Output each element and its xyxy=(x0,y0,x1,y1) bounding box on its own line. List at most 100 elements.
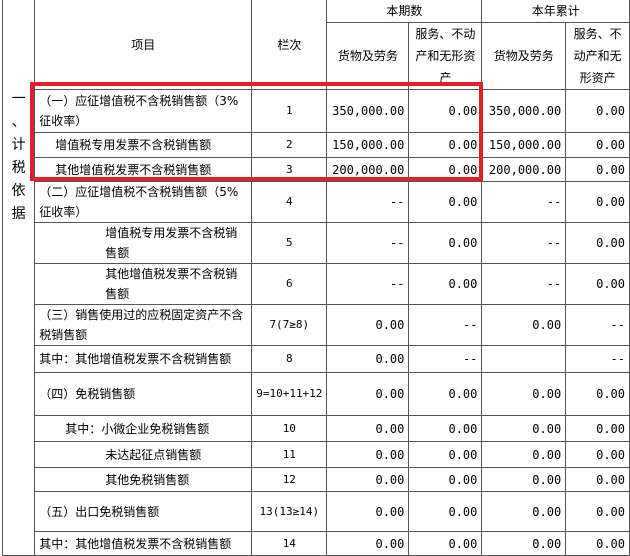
table-row: 其他免税销售额 12 0.00 0.00 0.00 0.00 xyxy=(3,467,630,492)
value-services-current[interactable]: 0.00 xyxy=(408,181,483,223)
row-line-no: 9=10+11+12 xyxy=(251,372,328,416)
row-line-no: 11 xyxy=(251,441,328,468)
row-item: 未达起征点销售额 xyxy=(34,441,253,468)
value-services-year[interactable]: -- xyxy=(565,304,630,346)
header-services-year: 服务、不动产和无形资产 xyxy=(565,22,630,90)
row-line-no: 2 xyxy=(251,132,328,158)
table-row: 其中：小微企业免税销售额 10 0.00 0.00 0.00 0.00 xyxy=(3,415,630,442)
value-services-year[interactable]: 0.00 xyxy=(565,222,630,264)
row-line-no: 12 xyxy=(251,467,328,492)
row-line-no: 7(7≥8) xyxy=(251,304,328,346)
value-goods-current[interactable]: -- xyxy=(326,222,410,264)
value-services-year[interactable]: 0.00 xyxy=(565,132,630,158)
row-item: 其他免税销售额 xyxy=(34,467,253,492)
row-line-no: 14 xyxy=(251,531,328,556)
value-goods-current[interactable]: 0.00 xyxy=(326,491,410,532)
table-row: 未达起征点销售额 11 0.00 0.00 0.00 0.00 xyxy=(3,441,630,468)
row-item: （五）出口免税销售额 xyxy=(34,491,253,532)
value-services-current[interactable]: -- xyxy=(408,304,483,346)
value-goods-year[interactable]: -- xyxy=(481,263,567,305)
value-goods-current[interactable]: 0.00 xyxy=(326,304,410,346)
value-services-year[interactable]: 0.00 xyxy=(565,467,630,492)
header-item: 项目 xyxy=(34,0,253,90)
row-line-no: 4 xyxy=(251,181,328,223)
row-item: （一）应征增值税不含税销售额（3%征收率） xyxy=(34,89,253,133)
value-services-current[interactable]: 0.00 xyxy=(408,89,483,133)
value-services-year[interactable]: 0.00 xyxy=(565,441,630,468)
row-item: （三）销售使用过的应税固定资产不含税销售额 xyxy=(34,304,253,346)
header-services-current: 服务、不动产和无形资产 xyxy=(408,22,483,90)
value-goods-year[interactable]: 0.00 xyxy=(481,441,567,468)
value-goods-current[interactable]: -- xyxy=(326,263,410,305)
row-item: 增值税专用发票不含税销售额 xyxy=(34,222,253,264)
value-services-current[interactable]: 0.00 xyxy=(408,372,483,416)
row-line-no: 8 xyxy=(251,345,328,373)
row-line-no: 6 xyxy=(251,263,328,305)
value-services-current[interactable]: 0.00 xyxy=(408,157,483,182)
value-goods-current[interactable]: 0.00 xyxy=(326,415,410,442)
value-services-current[interactable]: 0.00 xyxy=(408,467,483,492)
value-services-year[interactable]: 0.00 xyxy=(565,415,630,442)
value-goods-year[interactable]: 0.00 xyxy=(481,372,567,416)
value-services-year[interactable]: -- xyxy=(565,345,630,373)
value-services-current[interactable]: -- xyxy=(408,345,483,373)
value-services-current[interactable]: 0.00 xyxy=(408,263,483,305)
value-services-year[interactable]: 0.00 xyxy=(565,181,630,223)
value-goods-current[interactable]: 0.00 xyxy=(326,531,410,556)
value-services-year[interactable]: 0.00 xyxy=(565,263,630,305)
value-goods-current[interactable]: 150,000.00 xyxy=(326,132,410,158)
value-goods-current[interactable]: -- xyxy=(326,181,410,223)
value-services-year[interactable]: 0.00 xyxy=(565,372,630,416)
value-services-year[interactable]: 0.00 xyxy=(565,89,630,133)
table-row: 增值税专用发票不含税销售额 2 150,000.00 0.00 150,000.00 0.… xyxy=(3,132,630,158)
value-goods-current[interactable]: 0.00 xyxy=(326,372,410,416)
table-row: （四）免税销售额 9=10+11+12 0.00 0.00 0.00 0.00 xyxy=(3,372,630,416)
value-services-current[interactable]: 0.00 xyxy=(408,222,483,264)
table-row: （三）销售使用过的应税固定资产不含税销售额 7(7≥8) 0.00 -- 0.00 -- xyxy=(3,304,630,346)
value-goods-current[interactable]: 200,000.00 xyxy=(326,157,410,182)
table-row: 其他增值税发票不含税销售额 3 200,000.00 0.00 200,000.00 0.… xyxy=(3,157,630,182)
value-services-current[interactable]: 0.00 xyxy=(408,531,483,556)
row-line-no: 5 xyxy=(251,222,328,264)
value-goods-year[interactable]: 200,000.00 xyxy=(481,157,567,182)
value-goods-current[interactable]: 0.00 xyxy=(326,441,410,468)
value-goods-year[interactable]: 350,000.00 xyxy=(481,89,567,133)
value-services-year[interactable]: 0.00 xyxy=(565,491,630,532)
value-goods-year[interactable]: 0.00 xyxy=(481,531,567,556)
row-item: （四）免税销售额 xyxy=(34,372,253,416)
value-goods-current[interactable]: 0.00 xyxy=(326,345,410,373)
value-goods-year[interactable]: -- xyxy=(481,222,567,264)
value-services-current[interactable]: 0.00 xyxy=(408,491,483,532)
row-item: 其他增值税发票不含税销售额 xyxy=(34,263,253,305)
value-goods-current[interactable]: 350,000.00 xyxy=(326,89,410,133)
value-goods-year[interactable]: 0.00 xyxy=(481,415,567,442)
table-row: （五）出口免税销售额 13(13≥14) 0.00 0.00 0.00 0.00 xyxy=(3,491,630,532)
value-goods-year[interactable]: -- xyxy=(481,181,567,223)
value-goods-year[interactable]: 0.00 xyxy=(481,491,567,532)
value-services-current[interactable]: 0.00 xyxy=(408,441,483,468)
header-goods-year: 货物及劳务 xyxy=(481,22,567,90)
row-line-no: 13(13≥14) xyxy=(251,491,328,532)
value-goods-year[interactable]: 0.00 xyxy=(481,304,567,346)
value-goods-current[interactable]: 0.00 xyxy=(326,467,410,492)
value-goods-year[interactable]: 0.00 xyxy=(481,467,567,492)
value-services-year[interactable]: 0.00 xyxy=(565,531,630,556)
section-label: 一、计税依据 xyxy=(1,0,36,556)
value-services-current[interactable]: 0.00 xyxy=(408,415,483,442)
row-item: 其中：其他增值税发票不含税销售额 xyxy=(34,345,253,373)
row-item: 其他增值税发票不含税销售额 xyxy=(34,157,253,182)
value-services-year[interactable]: 0.00 xyxy=(565,157,630,182)
value-goods-year[interactable]: 150,000.00 xyxy=(481,132,567,158)
header-current-period: 本期数 xyxy=(326,0,483,23)
header-goods: 货物及劳务 xyxy=(326,22,410,90)
value-services-current[interactable]: 0.00 xyxy=(408,132,483,158)
row-item: （二）应征增值税不含税销售额（5%征收率） xyxy=(34,181,253,223)
row-line-no: 10 xyxy=(251,415,328,442)
value-goods-year[interactable] xyxy=(481,345,567,373)
row-line-no: 1 xyxy=(251,89,328,133)
table-row: （二）应征增值税不含税销售额（5%征收率） 4 -- 0.00 -- 0.00 xyxy=(3,181,630,223)
table-row: 其中：其他增值税发票不含税销售额 8 0.00 -- -- xyxy=(3,345,630,373)
table-row: 增值税专用发票不含税销售额 5 -- 0.00 -- 0.00 xyxy=(3,222,630,264)
row-item: 其中：小微企业免税销售额 xyxy=(34,415,253,442)
